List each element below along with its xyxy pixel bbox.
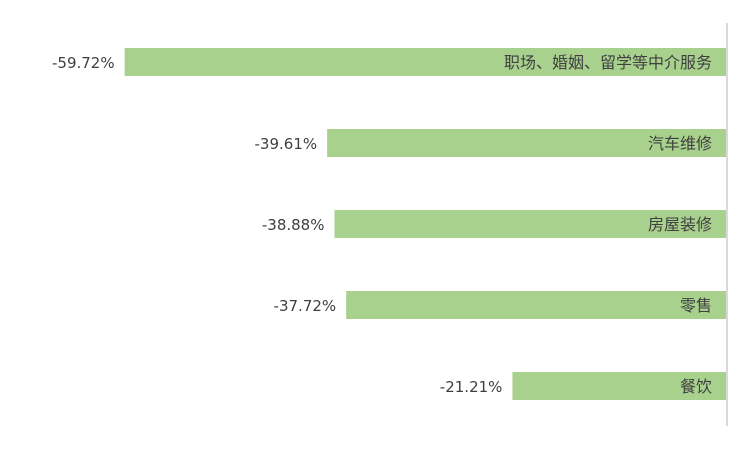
category-label: 汽车维修 (648, 134, 712, 153)
category-label: 职场、婚姻、留学等中介服务 (504, 53, 712, 72)
bar (334, 210, 726, 238)
data-label: -38.88% (262, 216, 325, 234)
data-label: -37.72% (274, 297, 337, 315)
data-label: -39.61% (255, 135, 318, 153)
bar (512, 372, 726, 400)
data-label: -59.72% (52, 54, 115, 72)
category-label: 餐饮 (680, 377, 712, 396)
category-label: 房屋装修 (648, 215, 712, 234)
bar (346, 291, 726, 319)
data-label: -21.21% (440, 378, 503, 396)
bar (327, 129, 726, 157)
category-label: 零售 (680, 296, 712, 315)
bar (124, 48, 726, 76)
